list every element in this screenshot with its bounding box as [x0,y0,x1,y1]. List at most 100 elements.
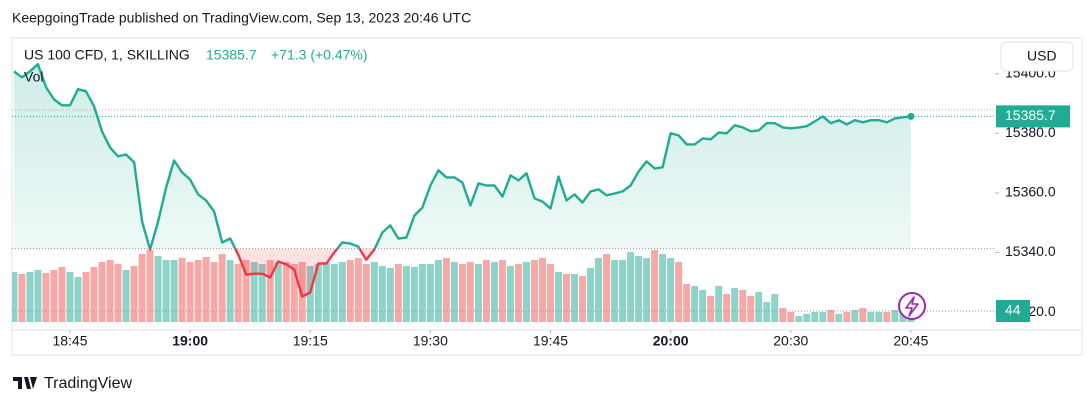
legend-price: 15385.7 [206,47,257,63]
volume-bar [563,274,571,322]
publish-info: KeepgoingTrade published on TradingView.… [12,10,471,26]
volume-bar [723,294,731,322]
volume-bar [699,290,707,322]
volume-bar [779,308,787,322]
brand-name: TradingView [44,375,132,392]
volume-bar [619,260,627,322]
currency-button-box[interactable] [1000,41,1074,72]
last-price-dot [907,112,915,120]
volume-bar [402,266,410,322]
volume-bar [506,266,514,322]
x-tick-label: 19:15 [293,333,328,349]
volume-bar [322,262,330,322]
volume-bar [146,250,154,322]
x-tick-label: 20:30 [773,333,808,349]
x-tick-label: 19:00 [172,333,208,349]
volume-bar [426,264,434,322]
volume-bar [747,296,755,322]
volume-bar [795,316,803,322]
volume-bar [338,262,346,322]
alert-bolt[interactable] [905,296,919,317]
volume-bar [282,262,290,322]
volume-bar [482,260,490,322]
volume-bar [450,262,458,322]
volume-bar [843,312,851,322]
volume-bar [122,270,130,322]
brand-logo: TradingView [13,375,132,392]
currency-button[interactable]: USD [1000,41,1074,72]
alert-icon[interactable] [898,292,926,320]
y-tick-label: 15360.0 [1005,184,1056,200]
volume-legend: Vol [24,69,43,85]
volume-bar [458,264,466,322]
volume-bar [298,262,306,322]
brand-mark [13,377,37,389]
currency-label[interactable]: USD [1027,48,1057,64]
volume-tag-label: 44 [1005,302,1021,318]
volume-bar [354,258,362,322]
volume-bar [34,270,42,322]
volume-bar [891,310,899,322]
volume-bar [418,264,426,322]
volume-bar [410,267,418,322]
volume-bar [130,266,138,322]
y-tick-label: 15340.0 [1005,243,1056,259]
volume-bar [106,260,114,322]
volume-bar [627,252,635,322]
volume-bar [218,254,226,322]
volume-bar [42,273,50,322]
volume-bar [12,272,18,322]
volume-bar [787,312,795,322]
volume-bar [490,262,498,322]
legend-change: +71.3 (+0.47%) [271,47,368,63]
volume-tag [996,300,1030,322]
volume-bar [370,262,378,322]
volume-bar [587,268,595,322]
volume-bar [555,272,563,322]
volume-bar [74,277,82,322]
price-tag [996,105,1070,128]
x-tick-label: 20:45 [893,333,928,349]
volume-bar [306,266,314,322]
volume-bar [571,274,579,322]
volume-bar [114,264,122,322]
volume-bar [715,286,723,322]
volume-bar [258,264,266,322]
volume-bar [314,264,322,322]
volume-bar [58,267,66,322]
volume-bar [162,260,170,322]
volume-bar [875,312,883,322]
x-tick-label: 19:30 [413,333,448,349]
volume-bar [154,256,162,322]
volume-bar [819,312,827,322]
volume-bar [346,260,354,322]
volume-bar [675,262,683,322]
volume-bar [739,290,747,322]
volume-bar [707,296,715,322]
volume-bar [651,250,659,322]
volume-bar [386,268,394,322]
volume-bar [26,272,34,322]
volume-bar [659,254,667,322]
volume-bar [466,262,474,322]
volume-bar [522,262,530,322]
volume-bar [635,256,643,322]
area-above [13,64,911,249]
volume-bar [250,262,258,322]
volume-bar [691,286,699,322]
volume-bar [811,312,819,322]
volume-bar [50,270,58,322]
volume-bar [178,258,186,322]
volume-bar [603,254,611,322]
volume-bar [539,258,547,322]
volume-bar [530,260,538,322]
volume-bar [667,258,675,322]
volume-bar [763,302,771,322]
volume-bar [547,264,555,322]
price-line-up [13,63,912,249]
volume-bar [90,267,98,322]
volume-bar [226,260,234,322]
alert-circle[interactable] [898,292,926,320]
volume-bar [803,314,811,322]
